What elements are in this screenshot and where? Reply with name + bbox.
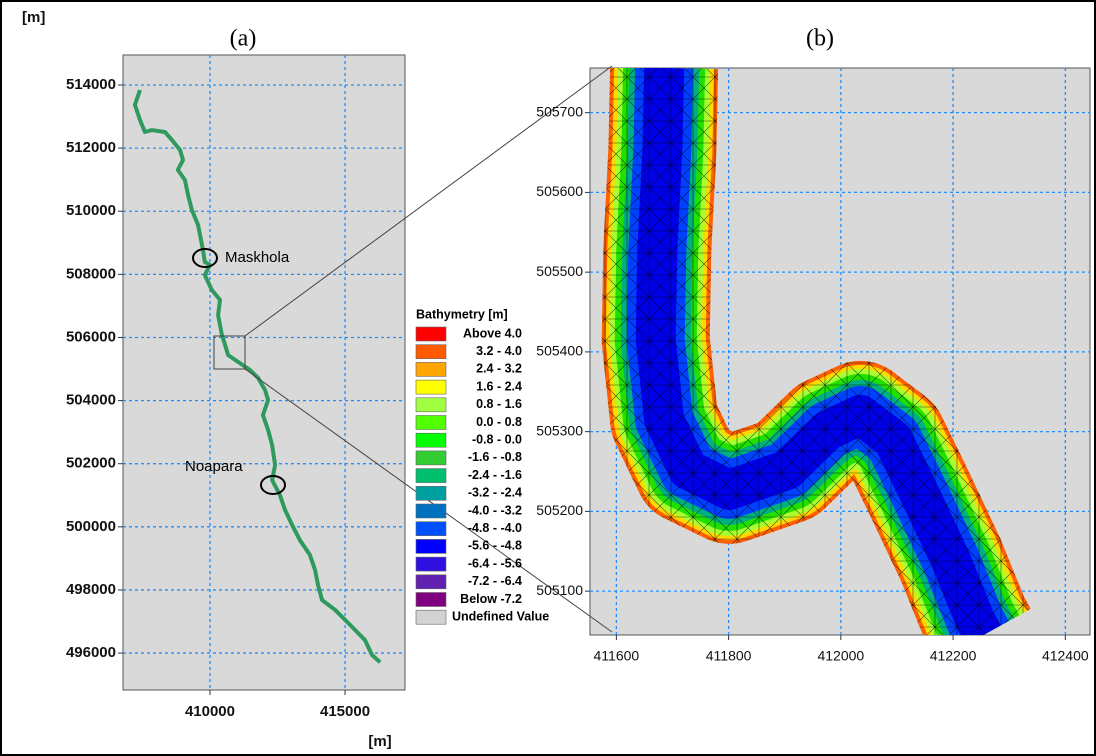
legend-label: -1.6 - -0.8 bbox=[468, 450, 522, 464]
legend-label: -3.2 - -2.4 bbox=[468, 486, 522, 500]
legend-swatch bbox=[415, 503, 447, 519]
y-axis-label: [m] bbox=[22, 9, 45, 26]
legend-swatch bbox=[415, 397, 447, 413]
legend-label: Above 4.0 bbox=[463, 326, 522, 340]
legend-label: 3.2 - 4.0 bbox=[476, 344, 522, 358]
y-tick-label: 510000 bbox=[66, 202, 116, 219]
legend-label: -2.4 - -1.6 bbox=[468, 468, 522, 482]
legend-title: Bathymetry [m] bbox=[416, 307, 508, 321]
y-tick-label: 500000 bbox=[66, 518, 116, 535]
legend-label: -4.0 - -3.2 bbox=[468, 503, 522, 517]
y-tick-label: 508000 bbox=[66, 265, 116, 282]
annotation: Maskhola bbox=[225, 249, 290, 266]
y-tick-label: 505700 bbox=[536, 103, 583, 119]
x-tick-label: 410000 bbox=[185, 703, 235, 720]
legend-swatch bbox=[415, 432, 447, 448]
y-tick-label: 505200 bbox=[536, 502, 583, 518]
location-marker bbox=[260, 475, 286, 495]
y-tick-label: 505500 bbox=[536, 263, 583, 279]
x-axis-label: [m] bbox=[368, 733, 391, 750]
mesh bbox=[601, 68, 1031, 635]
legend-swatch bbox=[415, 379, 447, 395]
legend-swatch bbox=[415, 521, 447, 537]
y-tick-label: 502000 bbox=[66, 455, 116, 472]
x-tick-label: 412200 bbox=[930, 648, 977, 664]
panel-label: (a) bbox=[230, 26, 257, 52]
legend-swatch bbox=[415, 609, 447, 625]
legend-label: -5.6 - -4.8 bbox=[468, 539, 522, 553]
panel-label: (b) bbox=[806, 26, 834, 52]
legend-swatch bbox=[415, 574, 447, 590]
legend-swatch bbox=[415, 415, 447, 430]
legend-swatch bbox=[415, 344, 447, 360]
legend-swatch bbox=[415, 362, 447, 377]
legend-swatch bbox=[415, 485, 447, 501]
x-tick-label: 411800 bbox=[706, 648, 752, 664]
legend-label: Undefined Value bbox=[452, 609, 549, 623]
legend-label: 1.6 - 2.4 bbox=[476, 379, 522, 393]
y-tick-label: 505400 bbox=[536, 343, 583, 359]
x-tick-label: 415000 bbox=[320, 703, 370, 720]
zoom-box bbox=[213, 335, 246, 370]
y-tick-label: 504000 bbox=[66, 392, 116, 409]
y-tick-label: 505100 bbox=[536, 582, 583, 598]
y-tick-label: 505600 bbox=[536, 183, 583, 199]
legend-label: 0.0 - 0.8 bbox=[476, 415, 522, 429]
legend-label: -7.2 - -6.4 bbox=[468, 574, 522, 588]
y-tick-label: 512000 bbox=[66, 139, 116, 156]
legend-label: Below -7.2 bbox=[460, 592, 522, 606]
y-tick-label: 496000 bbox=[66, 644, 116, 661]
y-tick-label: 498000 bbox=[66, 581, 116, 598]
zoom-line bbox=[244, 65, 613, 337]
legend-swatch bbox=[415, 592, 447, 607]
y-tick-label: 505300 bbox=[536, 422, 583, 438]
legend-swatch bbox=[415, 450, 447, 466]
legend: Bathymetry [m] Above 4.0 3.2 - 4.0 2.4 - 3… bbox=[415, 307, 549, 625]
legend-label: 2.4 - 3.2 bbox=[476, 362, 522, 376]
x-tick-label: 412400 bbox=[1042, 648, 1089, 664]
legend-swatch bbox=[415, 539, 447, 554]
legend-label: -4.8 - -4.0 bbox=[468, 521, 522, 535]
river-line bbox=[132, 89, 382, 664]
x-tick-label: 412000 bbox=[817, 648, 864, 664]
legend-swatch bbox=[415, 326, 447, 342]
annotation: Noapara bbox=[185, 458, 243, 475]
location-marker bbox=[192, 248, 218, 268]
legend-swatch bbox=[415, 556, 447, 572]
plot-area-a bbox=[122, 54, 406, 691]
y-tick-label: 514000 bbox=[66, 76, 116, 93]
x-tick-label: 411600 bbox=[594, 648, 640, 664]
y-tick-label: 506000 bbox=[66, 328, 116, 345]
legend-swatch bbox=[415, 468, 447, 483]
legend-label: 0.8 - 1.6 bbox=[476, 397, 522, 411]
legend-label: -6.4 - -5.6 bbox=[468, 556, 522, 570]
legend-label: -0.8 - 0.0 bbox=[472, 432, 522, 446]
